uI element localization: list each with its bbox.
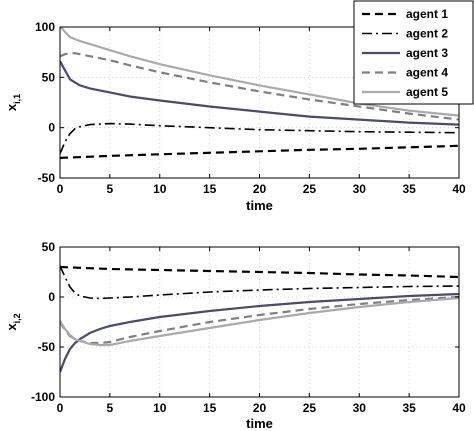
series-line-agent-5 (60, 27, 459, 117)
legend-label-agent-3: agent 3 (406, 46, 448, 60)
series-line-agent-1 (60, 144, 459, 159)
x-tick-label: 20 (253, 182, 267, 196)
y-tick-label: -50 (38, 171, 56, 185)
x-tick-label: 10 (153, 182, 167, 196)
series-line-agent-4 (60, 52, 459, 121)
x-tick-label: 0 (57, 401, 64, 415)
x-tick-label: 5 (107, 401, 114, 415)
y-tick-label: 100 (35, 20, 55, 34)
series-line-agent-3 (60, 60, 459, 126)
series-line-agent-3 (60, 292, 459, 373)
y-axis-label: xi,1 (4, 94, 22, 111)
x-tick-label: 25 (303, 401, 317, 415)
x-tick-label: 35 (402, 401, 416, 415)
y-tick-label: 0 (48, 290, 55, 304)
x-tick-label: 40 (452, 182, 466, 196)
y-tick-label: 50 (42, 70, 56, 84)
x-tick-label: 40 (452, 401, 466, 415)
legend-label-agent-1: agent 1 (406, 7, 448, 21)
x-tick-label: 15 (203, 401, 217, 415)
x-axis-label: time (246, 416, 273, 431)
legend: agent 1 agent 2 agent 3 agent 4 agent 5 (353, 0, 474, 105)
legend-label-agent-4: agent 4 (406, 66, 448, 80)
y-tick-label: -100 (31, 390, 55, 404)
y-axis-label: xi,2 (4, 313, 22, 330)
legend-label-agent-2: agent 2 (406, 27, 448, 41)
x-axis-label: time (246, 198, 273, 213)
subplot-2: 0 5 10 15 20 25 30 35 40 -100 -50 0 50 time xi,2 (4, 240, 466, 431)
x-tick-label: 0 (57, 182, 64, 196)
series-line-agent-5 (60, 296, 459, 347)
legend-label-agent-5: agent 5 (406, 85, 448, 99)
x-tick-label: 15 (203, 182, 217, 196)
y-tick-label: 0 (48, 121, 55, 135)
x-tick-label: 20 (253, 401, 267, 415)
x-tick-label: 5 (107, 182, 114, 196)
x-tick-label: 30 (353, 182, 367, 196)
series-line-agent-2 (60, 265, 459, 300)
x-tick-label: 35 (402, 182, 416, 196)
series-line-agent-2 (60, 122, 459, 155)
x-tick-label: 30 (353, 401, 367, 415)
y-tick-label: -50 (38, 340, 56, 354)
x-tick-label: 25 (303, 182, 317, 196)
y-tick-label: 50 (42, 240, 56, 254)
series-line-agent-1 (60, 265, 459, 279)
x-tick-label: 10 (153, 401, 167, 415)
